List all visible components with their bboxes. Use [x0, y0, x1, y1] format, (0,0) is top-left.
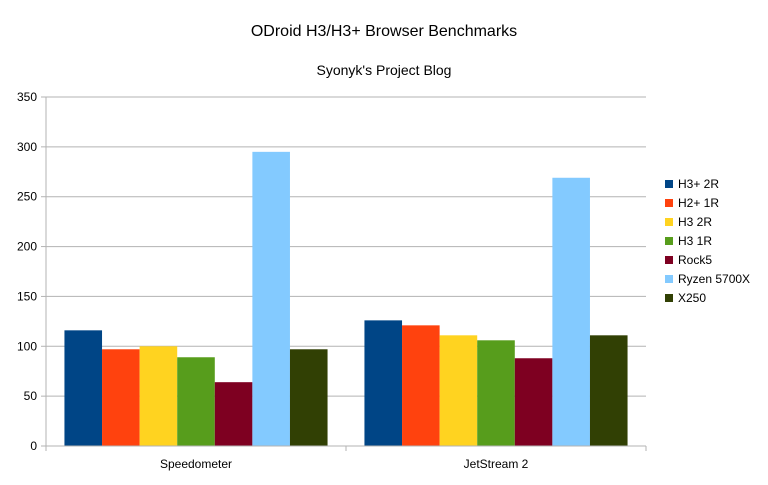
y-tick-label: 50: [24, 389, 38, 403]
y-tick-label: 200: [17, 240, 37, 254]
legend-label: H3 2R: [678, 215, 712, 229]
legend-swatch: [665, 256, 673, 264]
bar-h3-1r: [177, 357, 215, 446]
bar-x250: [589, 335, 628, 446]
bar-h3-2r: [139, 346, 178, 446]
bar-ryzen-5700x: [252, 151, 290, 447]
y-tick-label: 100: [17, 339, 37, 353]
y-tick-label: 300: [17, 140, 37, 154]
x-tick-label: JetStream 2: [464, 457, 529, 471]
legend-swatch: [665, 199, 673, 207]
bar-x250: [289, 349, 328, 446]
legend-swatch: [665, 294, 673, 302]
legend-swatch: [665, 275, 673, 283]
legend-label: X250: [678, 291, 706, 305]
x-tick-label: Speedometer: [160, 457, 232, 471]
legend-label: Rock5: [678, 253, 712, 267]
legend-label: Ryzen 5700X: [678, 272, 750, 286]
legend-swatch: [665, 237, 673, 245]
bar-rock5: [214, 382, 253, 446]
bar-h3-2r: [64, 330, 103, 446]
bar-h2-1r: [102, 349, 140, 446]
bar-h3-2r: [439, 335, 478, 446]
y-tick-label: 150: [17, 289, 37, 303]
chart-title: ODroid H3/H3+ Browser Benchmarks: [251, 23, 517, 40]
bar-h3-1r: [477, 340, 515, 446]
chart-subtitle: Syonyk's Project Blog: [317, 62, 452, 78]
y-tick-label: 0: [30, 439, 37, 453]
bar-ryzen-5700x: [552, 177, 590, 447]
bar-h2-1r: [402, 325, 440, 446]
y-tick-label: 350: [17, 90, 37, 104]
legend-label: H3+ 2R: [678, 177, 719, 191]
legend-label: H2+ 1R: [678, 196, 719, 210]
bar-rock5: [514, 358, 553, 446]
legend-label: H3 1R: [678, 234, 712, 248]
bar-h3-2r: [364, 320, 403, 446]
legend-swatch: [665, 218, 673, 226]
legend-swatch: [665, 180, 673, 188]
y-tick-label: 250: [17, 190, 37, 204]
